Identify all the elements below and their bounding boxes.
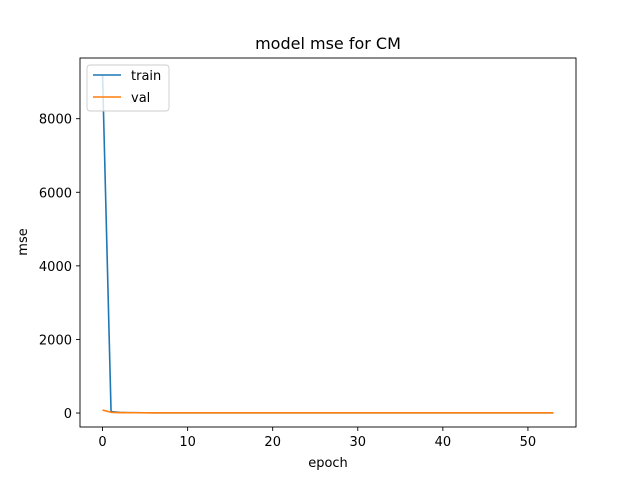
y-axis-label: mse: [16, 228, 31, 255]
x-tick-label: 0: [98, 435, 106, 450]
legend-box: [86, 64, 170, 112]
x-tick-label: 10: [179, 435, 196, 450]
x-tick-label: 40: [435, 435, 452, 450]
y-tick-label: 8000: [39, 113, 72, 128]
y-tick-label: 4000: [39, 260, 72, 275]
y-tick-label: 0: [64, 407, 72, 422]
x-tick-label: 20: [264, 435, 281, 450]
x-axis-label: epoch: [308, 456, 348, 471]
series-layer: [101, 74, 554, 414]
y-tick-label: 2000: [39, 333, 72, 348]
y-axis-ticks: 0 2000 4000 6000 8000: [39, 113, 80, 422]
legend-label-val: val: [131, 91, 150, 106]
legend: train val: [86, 64, 170, 112]
series-line-val: [102, 409, 554, 414]
y-tick-label: 6000: [39, 186, 72, 201]
chart-title: model mse for CM: [255, 34, 401, 53]
plot-area: [80, 58, 576, 427]
plot-frame: [79, 57, 577, 428]
x-tick-label: 50: [520, 435, 537, 450]
x-tick-label: 30: [350, 435, 367, 450]
x-axis-ticks: 0 10 20 30 40 50: [98, 427, 536, 450]
legend-label-train: train: [131, 69, 161, 84]
